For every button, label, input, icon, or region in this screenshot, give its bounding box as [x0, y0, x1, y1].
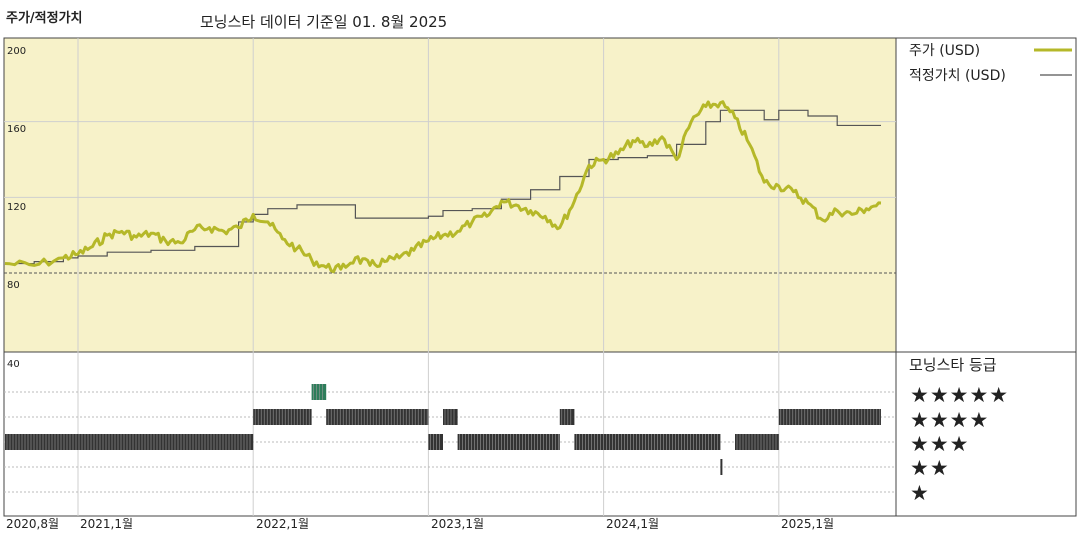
- rating-legend-3-stars: ★★★: [910, 432, 969, 456]
- rating-bar-3-star-10: [735, 434, 779, 450]
- rating-legend-1-star: ★: [910, 481, 930, 505]
- x-tick-2022-1: 2022,1월: [256, 517, 309, 531]
- legend-label-price: 주가 (USD): [909, 43, 980, 59]
- rating-legend-4-stars: ★★★★: [910, 408, 989, 432]
- fair-value-series-line: [5, 109, 881, 265]
- y-tick-160: 160: [7, 124, 26, 135]
- y-tick-200: 200: [7, 46, 26, 57]
- price-series-line: [4, 100, 882, 274]
- x-tick-2024-1: 2024,1월: [606, 517, 659, 531]
- y-tick-80: 80: [7, 280, 20, 291]
- x-tick-2025-1: 2025,1월: [781, 517, 834, 531]
- legend-label-fair-value: 적정가치 (USD): [909, 68, 1006, 84]
- chart-subtitle: 모닝스타 데이터 기준일 01. 8월 2025: [200, 13, 447, 31]
- chart-frame: [3, 37, 1077, 517]
- rating-legend-5-stars: ★★★★★: [910, 383, 1009, 407]
- y-tick-120: 120: [7, 202, 26, 213]
- rating-bars: [5, 384, 881, 475]
- price-panel-background: [4, 38, 896, 352]
- rating-bar-3-star-6: [457, 434, 560, 450]
- x-tick-2021-1: 2021,1월: [80, 517, 133, 531]
- rating-bar-3-star-8: [574, 434, 721, 450]
- rating-y-tick-40: 40: [7, 359, 20, 370]
- grid-lines: [4, 38, 896, 516]
- x-tick-2020-8: 2020,8월: [6, 517, 59, 531]
- rating-legend-2-stars: ★★: [910, 456, 950, 480]
- rating-bar-3-star-0: [5, 434, 254, 450]
- rating-bar-4-star-3: [326, 409, 429, 425]
- rating-bar-2-star-9: [720, 459, 723, 475]
- x-tick-2023-1: 2023,1월: [431, 517, 484, 531]
- rating-bar-4-star-11: [778, 409, 881, 425]
- chart-title: 주가/적정가치: [6, 10, 83, 26]
- rating-legend-title: 모닝스타 등급: [909, 356, 997, 374]
